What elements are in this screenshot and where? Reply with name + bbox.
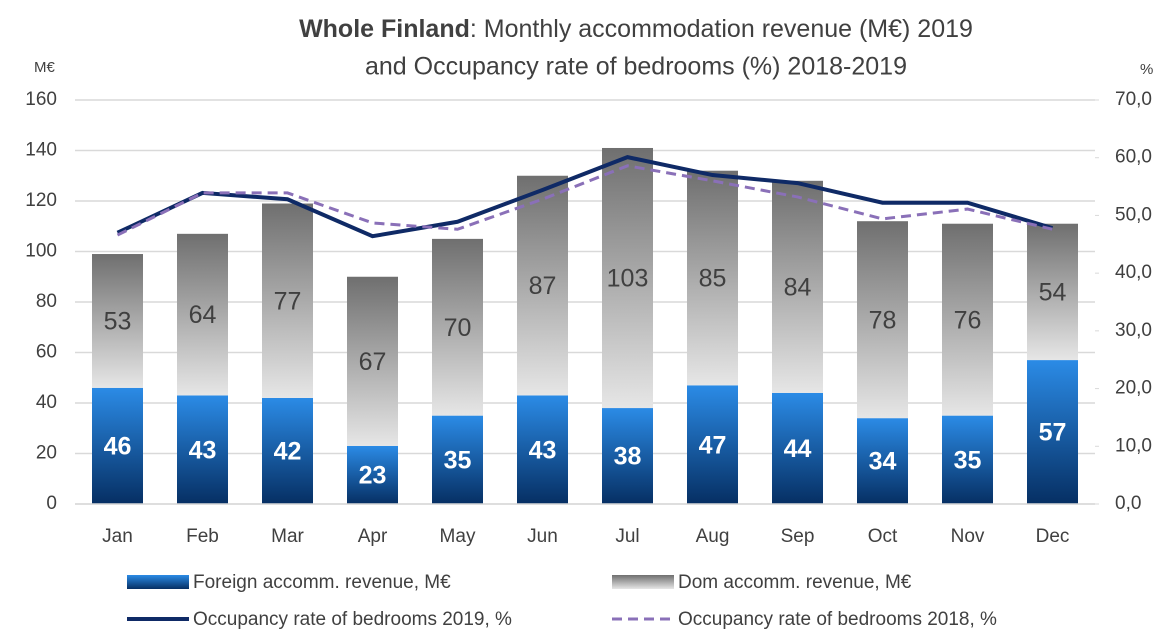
y-tick-label: 140 [25,140,57,161]
x-tick-label: Dec [1036,526,1070,547]
bar [177,395,228,504]
x-tick-label: Jul [615,526,639,547]
bar [857,221,908,419]
bar-value-label: 84 [784,273,812,301]
x-tick-label: Mar [271,526,304,547]
bar-value-label: 103 [607,265,649,293]
legend-swatch [127,575,189,589]
bar-value-label: 67 [359,348,387,376]
bar-value-label: 35 [954,446,982,474]
bar-value-label: 44 [784,435,812,463]
bar [92,387,143,504]
bar-value-label: 85 [699,265,727,293]
bar-value-label: 78 [869,306,897,334]
chart-title-line2: and Occupancy rate of bedrooms (%) 2018-… [365,53,907,81]
y2-tick-label: 10,0 [1115,435,1152,456]
bar [177,233,228,396]
y-tick-label: 60 [36,342,57,363]
y-tick-label: 20 [36,443,57,464]
x-tick-label: Apr [358,526,388,547]
legend-label: Occupancy rate of bedrooms 2019, % [193,609,512,630]
line [116,164,1053,237]
bar-value-label: 38 [614,443,642,471]
bar [602,147,653,409]
bar-value-label: 77 [274,287,302,315]
bar [432,415,483,504]
bar [942,415,993,504]
bar-value-label: 76 [954,306,982,334]
bar-value-label: 34 [869,448,897,476]
title-bold: Whole Finland [299,15,470,43]
bar [772,180,823,393]
y-tick-label: 40 [36,392,57,413]
x-tick-label: Jun [527,526,558,547]
legend-label: Foreign accomm. revenue, M€ [193,572,451,593]
bar-value-label: 57 [1039,419,1067,447]
bar [857,418,908,504]
y2-tick-label: 40,0 [1115,262,1152,283]
bar [262,397,313,504]
bar-value-label: 23 [359,462,387,490]
bar-value-label: 42 [274,438,302,466]
bar [262,203,313,398]
legend-label: Dom accomm. revenue, M€ [678,572,912,593]
y2-tick-label: 30,0 [1115,320,1152,341]
y2-tick-label: 0,0 [1115,493,1141,514]
x-tick-label: Oct [868,526,898,547]
bar [347,445,398,504]
x-tick-label: Nov [951,526,985,547]
bar [1027,360,1078,504]
bar [432,238,483,416]
bar-value-label: 47 [699,431,727,459]
bar [1027,223,1078,361]
bar-value-label: 54 [1039,279,1067,307]
bar [602,408,653,504]
bar-value-label: 70 [444,314,472,342]
bar [942,223,993,416]
bar-value-label: 43 [529,436,557,464]
bar [517,395,568,504]
y-tick-label: 100 [25,241,57,262]
title-rest: : Monthly accommodation revenue (M€) 201… [470,15,973,43]
bar-value-label: 43 [189,436,217,464]
y2-tick-label: 20,0 [1115,378,1152,399]
bar [347,276,398,446]
x-tick-label: Sep [781,526,815,547]
bar [92,254,143,388]
bar [772,392,823,504]
y2-tick-label: 70,0 [1115,89,1152,110]
legend-label: Occupancy rate of bedrooms 2018, % [678,609,997,630]
y2-tick-label: 60,0 [1115,147,1152,168]
bar-value-label: 64 [189,301,217,329]
y-tick-label: 120 [25,190,57,211]
y2-tick-label: 50,0 [1115,204,1152,225]
bar-value-label: 87 [529,272,557,300]
bar [687,385,738,504]
legend-swatch [612,575,674,589]
x-tick-label: Feb [186,526,219,547]
chart-title: Whole Finland: Monthly accommodation rev… [299,15,973,43]
bar-value-label: 35 [444,446,472,474]
x-tick-label: May [440,526,476,547]
bar [517,175,568,396]
bar [687,170,738,386]
y-axis-label: M€ [34,59,55,76]
bar-value-label: 46 [104,433,132,461]
x-tick-label: Jan [102,526,133,547]
y-tick-label: 160 [25,89,57,110]
y2-axis-label: % [1140,61,1153,78]
bar-value-label: 53 [104,308,132,336]
y-tick-label: 80 [36,291,57,312]
line [116,155,1054,239]
y-tick-label: 0 [46,493,57,514]
x-tick-label: Aug [696,526,730,547]
